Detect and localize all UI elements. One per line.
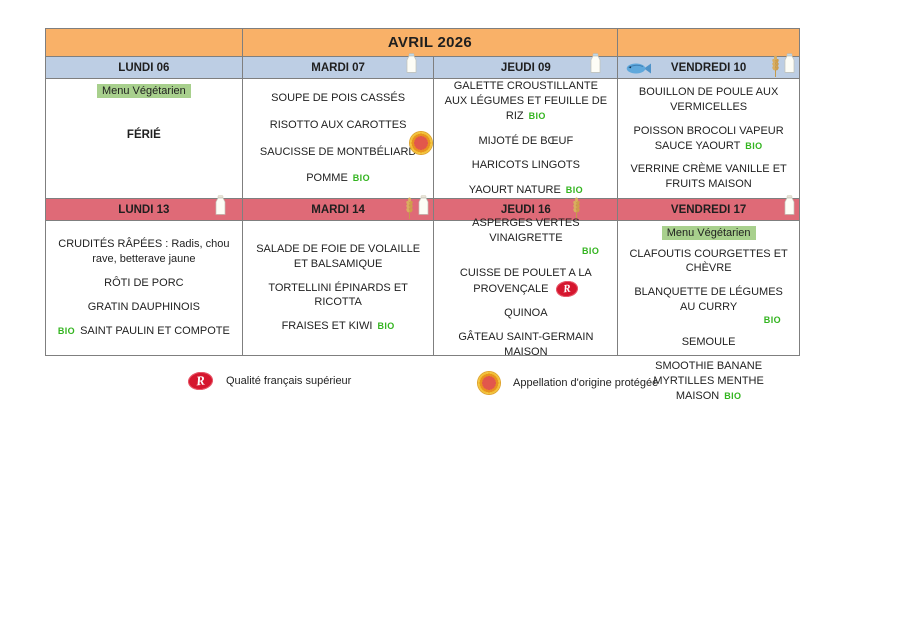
menu-cell-vendredi-10: BOUILLON DE POULE AUX VERMICELLES POISSO… xyxy=(618,79,800,199)
vegetarian-tag: Menu Végétarien xyxy=(96,84,191,98)
day-header-jeudi-16: JEUDI 16 xyxy=(434,197,619,221)
menu-item: HARICOTS LINGOTS xyxy=(471,159,580,172)
milk-bottle-icon xyxy=(418,195,429,215)
day-label: LUNDI 06 xyxy=(118,61,170,74)
menu-item: BLANQUETTE DE LÉGUMES AU CURRY BIO xyxy=(626,285,791,326)
title-spacer-left xyxy=(46,29,243,57)
menu-item: CUISSE DE POULET A LA PROVENÇALE R xyxy=(442,266,609,299)
menu-item: GÂTEAU SAINT-GERMAIN MAISON xyxy=(458,330,594,358)
menu-item: YAOURT NATURE BIO xyxy=(468,184,583,197)
day-label: VENDREDI 10 xyxy=(670,61,747,74)
menu-item: ASPERGES VERTES VINAIGRETTE BIO xyxy=(442,216,609,257)
week2-header-row: LUNDI 13 MARDI 14 JEUDI 16 xyxy=(46,195,800,221)
menu-item: VERRINE CRÈME VANILLE ET FRUITS MAISON xyxy=(630,163,787,191)
menu-item: SEMOULE xyxy=(681,336,736,349)
aop-icon xyxy=(410,132,433,154)
legend-label: Qualité français supérieur xyxy=(226,375,352,387)
menu-cell-vendredi-17: Menu Végétarien CLAFOUTIS COURGETTES ET … xyxy=(618,221,800,402)
legend-label: Appellation d'origine protégée xyxy=(513,377,659,389)
page-title: AVRIL 2026 xyxy=(387,34,473,51)
week1-content-row: Menu Végétarien FÉRIÉ SOUPE DE POIS CASS… xyxy=(46,79,800,199)
day-label: VENDREDI 17 xyxy=(670,203,747,216)
aop-icon xyxy=(478,372,500,394)
milk-bottle-icon xyxy=(406,53,417,73)
day-header-mardi-14: MARDI 14 xyxy=(242,195,435,221)
menu-item: BOUILLON DE POULE AUX VERMICELLES xyxy=(638,85,779,113)
week2-content-row: CRUDITÉS RÂPÉES : Radis, chou rave, bett… xyxy=(46,217,800,402)
menu-cell-jeudi-09: GALETTE CROUSTILLANTE AUX LÉGUMES ET FEU… xyxy=(434,79,619,199)
menu-item: FRAISES ET KIWI BIO xyxy=(281,320,395,333)
menu-table: AVRIL 2026 LUNDI 06 MARDI 07 JEUDI 09 xyxy=(45,28,800,402)
menu-item: BIO SAINT PAULIN ET COMPOTE xyxy=(57,324,230,337)
day-label: MARDI 14 xyxy=(311,203,365,216)
fish-icon xyxy=(626,62,652,75)
menu-cell-jeudi-16: ASPERGES VERTES VINAIGRETTE BIO CUISSE DE… xyxy=(434,217,619,358)
bio-badge: BIO xyxy=(763,314,781,325)
bio-badge: BIO xyxy=(565,185,583,196)
day-label: JEUDI 09 xyxy=(500,61,551,74)
milk-bottle-icon xyxy=(590,53,601,73)
day-label: JEUDI 16 xyxy=(500,203,551,216)
menu-item: CLAFOUTIS COURGETTES ET CHÈVRE xyxy=(629,247,788,275)
menu-item: GRATIN DAUPHINOIS xyxy=(87,300,200,313)
wheat-icon xyxy=(771,55,780,77)
menu-item: GALETTE CROUSTILLANTE AUX LÉGUMES ET FEU… xyxy=(444,79,608,122)
bio-badge: BIO xyxy=(57,325,76,336)
bio-badge: BIO xyxy=(582,246,600,257)
menu-item: FÉRIÉ xyxy=(126,129,161,141)
menu-item: QUINOA xyxy=(504,307,548,320)
milk-bottle-icon xyxy=(784,53,795,73)
menu-item: SAUCISSE DE MONTBÉLIARD xyxy=(259,145,417,158)
day-header-lundi-06: LUNDI 06 xyxy=(46,57,243,79)
menu-item: SOUPE DE POIS CASSÉS xyxy=(271,91,406,104)
menu-cell-mardi-14: SALADE DE FOIE DE VOLAILLE ET BALSAMIQUE… xyxy=(242,221,435,356)
bio-badge: BIO xyxy=(377,321,395,332)
bio-badge: BIO xyxy=(352,173,370,184)
menu-item: SALADE DE FOIE DE VOLAILLE ET BALSAMIQUE xyxy=(256,242,421,270)
day-header-jeudi-09: JEUDI 09 xyxy=(434,53,619,79)
day-header-mardi-07: MARDI 07 xyxy=(242,53,435,79)
menu-item: MIJOTÉ DE BŒUF xyxy=(478,134,574,147)
menu-cell-lundi-13: CRUDITÉS RÂPÉES : Radis, chou rave, bett… xyxy=(46,221,243,356)
menu-item: TORTELLINI ÉPINARDS ET RICOTTA xyxy=(268,281,408,309)
wheat-icon xyxy=(405,197,414,219)
menu-item: CRUDITÉS RÂPÉES : Radis, chou rave, bett… xyxy=(58,238,230,266)
day-label: MARDI 07 xyxy=(311,61,365,74)
bio-badge: BIO xyxy=(745,140,763,151)
wheat-icon xyxy=(572,197,581,219)
menu-item: RISOTTO AUX CAROTTES xyxy=(269,118,407,131)
day-label: LUNDI 13 xyxy=(118,203,170,216)
menu-item: POISSON BROCOLI VAPEUR SAUCE YAOURT BIO xyxy=(633,124,784,152)
menu-item: RÔTI DE PORC xyxy=(104,277,184,290)
bio-badge: BIO xyxy=(528,110,546,121)
week1-header-row: LUNDI 06 MARDI 07 JEUDI 09 VENDREDI 10 xyxy=(46,53,800,79)
title-spacer-right xyxy=(618,29,800,57)
month-title-cell: AVRIL 2026 xyxy=(242,29,619,57)
legend-label-rouge: R Qualité français supérieur xyxy=(187,370,352,392)
milk-bottle-icon xyxy=(215,195,226,215)
bio-badge: BIO xyxy=(724,390,742,401)
milk-bottle-icon xyxy=(784,195,795,215)
vegetarian-tag: Menu Végétarien xyxy=(661,226,756,240)
legend-aop: Appellation d'origine protégée xyxy=(478,372,658,394)
day-header-vendredi-17: VENDREDI 17 xyxy=(618,195,800,221)
label-rouge-icon: R xyxy=(555,279,580,299)
menu-cell-mardi-07: SOUPE DE POIS CASSÉS RISOTTO AUX CAROTTE… xyxy=(242,79,435,199)
title-row: AVRIL 2026 xyxy=(46,29,800,57)
day-header-vendredi-10: VENDREDI 10 xyxy=(618,53,800,79)
label-rouge-icon: R xyxy=(187,370,214,392)
menu-item: POMME BIO xyxy=(306,172,370,185)
menu-item: SMOOTHIE BANANE MYRTILLES MENTHE MAISON B… xyxy=(653,359,764,402)
menu-cell-lundi-06: Menu Végétarien FÉRIÉ xyxy=(46,79,243,199)
day-header-lundi-13: LUNDI 13 xyxy=(46,195,243,221)
